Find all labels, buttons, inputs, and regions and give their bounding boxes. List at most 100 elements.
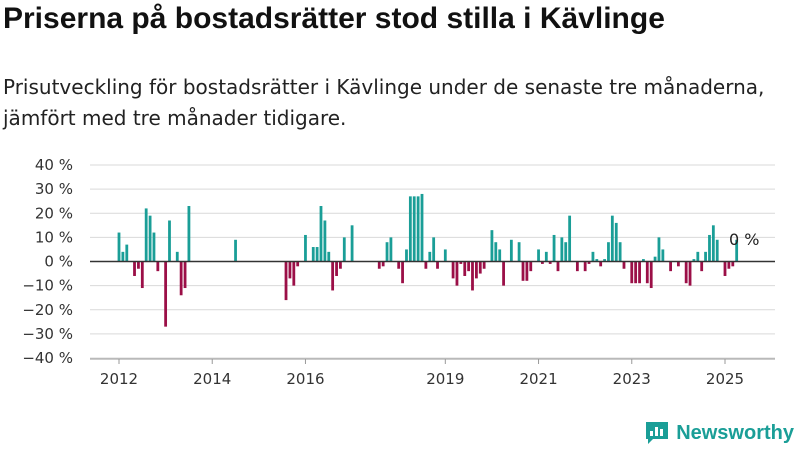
y-tick-label: −40 % bbox=[22, 349, 73, 367]
bar bbox=[727, 261, 731, 269]
last-value-label: 0 % bbox=[729, 230, 759, 249]
bar bbox=[544, 251, 548, 262]
x-tick-label: 2021 bbox=[519, 370, 557, 388]
bar bbox=[482, 261, 486, 269]
bar bbox=[645, 261, 649, 284]
y-tick-label: 0 % bbox=[44, 253, 73, 271]
bar bbox=[342, 237, 346, 262]
bar bbox=[467, 261, 471, 272]
bar bbox=[424, 261, 428, 269]
bar bbox=[284, 261, 288, 301]
bar bbox=[634, 261, 638, 284]
bar bbox=[498, 249, 502, 262]
bar bbox=[575, 261, 579, 272]
chart-subtitle: Prisutveckling för bostadsrätter i Kävli… bbox=[3, 75, 765, 130]
x-tick-label: 2012 bbox=[100, 370, 138, 388]
bar bbox=[587, 261, 591, 264]
bar bbox=[331, 261, 335, 291]
x-tick-label: 2014 bbox=[193, 370, 231, 388]
bar bbox=[595, 259, 599, 262]
y-tick-label: −10 % bbox=[22, 277, 73, 295]
bar bbox=[148, 215, 152, 262]
bar bbox=[164, 261, 168, 327]
bar bbox=[350, 225, 354, 262]
bar bbox=[603, 259, 606, 262]
bar bbox=[521, 261, 525, 281]
bar bbox=[144, 208, 148, 262]
bar bbox=[436, 261, 439, 269]
bar bbox=[692, 259, 696, 262]
bar bbox=[708, 234, 711, 262]
bar bbox=[735, 239, 739, 262]
bar bbox=[311, 247, 315, 262]
bar bbox=[133, 261, 136, 276]
x-axis: 2012 2014 2016 2019 2021 2023 2025 bbox=[90, 358, 775, 388]
bar bbox=[568, 215, 572, 262]
bar bbox=[234, 239, 237, 262]
y-axis: 40 % 30 % 20 % 10 % 0 % −10 % −20 % −30 % −40 % bbox=[22, 156, 73, 367]
bar bbox=[525, 261, 529, 281]
bar bbox=[463, 261, 467, 276]
bar bbox=[428, 251, 432, 262]
bar bbox=[537, 249, 540, 262]
bar bbox=[700, 261, 704, 272]
bar bbox=[377, 261, 381, 269]
bar bbox=[451, 261, 455, 279]
bar bbox=[723, 261, 727, 276]
bar bbox=[156, 261, 160, 272]
bar bbox=[397, 261, 401, 269]
bar bbox=[140, 261, 144, 289]
bar bbox=[688, 261, 692, 286]
bar bbox=[622, 261, 626, 269]
bar bbox=[381, 261, 385, 267]
bar bbox=[490, 230, 494, 262]
bar bbox=[152, 232, 156, 262]
y-tick-label: 30 % bbox=[35, 180, 73, 198]
y-tick-label: −20 % bbox=[22, 301, 73, 319]
bars bbox=[117, 193, 739, 327]
bar bbox=[494, 242, 498, 262]
bar bbox=[327, 251, 331, 262]
bar bbox=[684, 261, 688, 284]
bar bbox=[607, 242, 610, 262]
bar bbox=[455, 261, 459, 286]
bar bbox=[475, 261, 478, 279]
bar bbox=[731, 261, 735, 267]
bar bbox=[502, 261, 505, 286]
bar bbox=[288, 261, 292, 279]
bar bbox=[591, 251, 595, 262]
bar bbox=[137, 261, 140, 269]
bar bbox=[676, 261, 680, 267]
bar bbox=[304, 234, 307, 262]
bar bbox=[649, 261, 653, 289]
bar bbox=[529, 261, 533, 272]
y-tick-label: 10 % bbox=[35, 228, 73, 246]
bar bbox=[630, 261, 634, 284]
bar bbox=[657, 237, 661, 262]
bar bbox=[610, 215, 614, 262]
bar bbox=[459, 261, 463, 264]
bar bbox=[696, 251, 700, 262]
x-tick-label: 2025 bbox=[706, 370, 744, 388]
bar bbox=[548, 261, 552, 264]
bar bbox=[408, 196, 412, 262]
bar bbox=[541, 261, 544, 264]
newsworthy-logo-icon bbox=[646, 422, 669, 444]
bar bbox=[711, 225, 715, 262]
bar bbox=[183, 261, 187, 289]
bar bbox=[339, 261, 342, 269]
bar bbox=[416, 196, 420, 262]
gridlines bbox=[90, 164, 775, 359]
bar bbox=[296, 261, 300, 267]
bar bbox=[335, 261, 338, 276]
x-tick-label: 2023 bbox=[613, 370, 651, 388]
bar bbox=[564, 242, 568, 262]
bar bbox=[125, 244, 129, 262]
bar bbox=[638, 261, 641, 284]
bar bbox=[187, 206, 191, 262]
bar bbox=[618, 242, 622, 262]
bar bbox=[117, 232, 121, 262]
bar bbox=[583, 261, 587, 272]
bar bbox=[471, 261, 474, 291]
